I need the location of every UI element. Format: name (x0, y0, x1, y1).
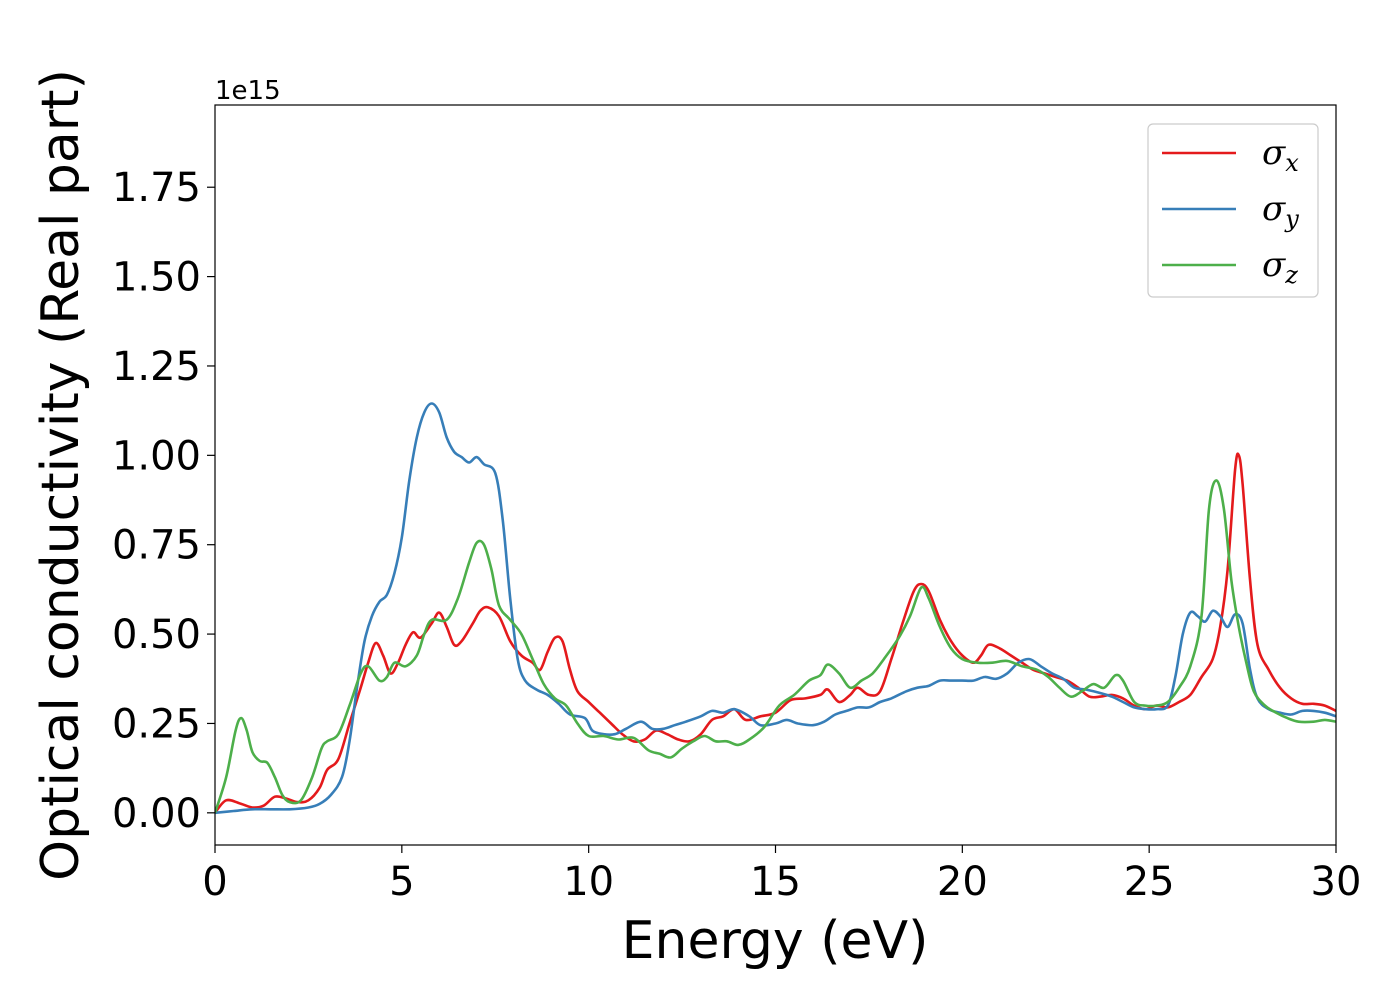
y-tick-label: 1.00 (112, 433, 201, 479)
y-tick-label: 0.50 (112, 612, 201, 658)
y-tick-label: 0.25 (112, 701, 201, 747)
x-tick-label: 10 (563, 859, 614, 905)
x-tick-label: 5 (389, 859, 414, 905)
y-tick-label: 1.50 (112, 255, 201, 301)
y-axis: 0.00 0.25 0.50 0.75 1.00 1.25 1.50 1.75 (112, 165, 215, 837)
y-tick-label: 1.25 (112, 344, 201, 390)
y-axis-label: Optical conductivity (Real part) (31, 69, 91, 881)
x-axis: 0 5 10 15 20 25 30 (202, 845, 1361, 905)
legend-frame (1147, 123, 1319, 298)
x-tick-label: 15 (750, 859, 801, 905)
x-tick-label: 20 (937, 859, 988, 905)
y-offset-label: 1e15 (215, 76, 281, 106)
series-line-y (215, 402, 1336, 815)
x-tick-label: 25 (1124, 859, 1175, 905)
series-line-x (215, 452, 1336, 814)
y-tick-label: 1.75 (112, 165, 201, 211)
series-line-z (215, 479, 1336, 814)
y-tick-label: 0.00 (112, 791, 201, 837)
x-axis-label: Energy (eV) (622, 911, 929, 971)
x-tick-label: 30 (1311, 859, 1362, 905)
series-layer (215, 402, 1336, 815)
x-tick-label: 0 (202, 859, 227, 905)
y-tick-label: 0.75 (112, 523, 201, 569)
